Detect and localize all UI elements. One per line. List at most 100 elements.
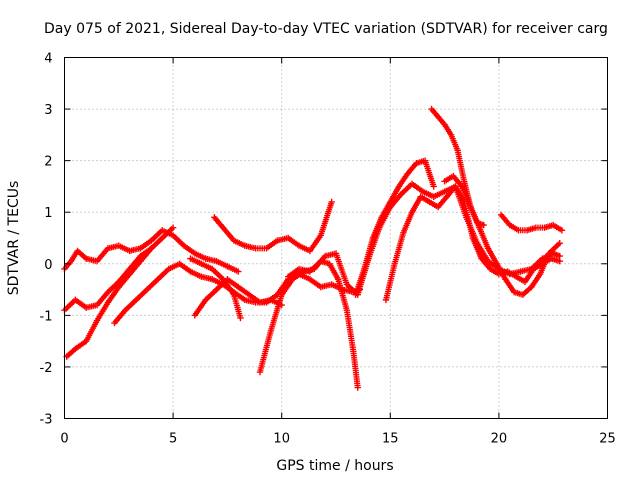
x-tick-label: 0: [60, 432, 68, 447]
series-trail: [63, 226, 175, 312]
y-tick-label: 2: [44, 155, 52, 170]
x-axis-label: GPS time / hours: [276, 458, 393, 474]
y-axis-label: SDTVAR / TECUs: [6, 181, 22, 296]
data-point: [452, 183, 459, 190]
data-point: [408, 209, 416, 216]
data-point: [317, 283, 324, 291]
data-point: [387, 198, 394, 206]
data-point: [267, 296, 275, 304]
data-point: [510, 288, 518, 296]
y-tick-label: 3: [44, 103, 52, 118]
data-point: [115, 242, 122, 249]
data-point: [369, 234, 377, 242]
data-point: [460, 178, 468, 185]
data-point: [484, 245, 492, 252]
data-point: [241, 296, 248, 304]
series-track-7: [187, 255, 244, 322]
data-point: [361, 265, 368, 273]
series-track-13: [441, 172, 563, 298]
data-point: [328, 281, 335, 288]
data-point: [515, 227, 522, 234]
data-point: [441, 121, 448, 128]
data-point: [126, 270, 133, 278]
data-point: [343, 307, 351, 314]
data-point: [400, 229, 407, 237]
data-point: [93, 301, 101, 309]
series-track-12: [428, 105, 487, 229]
data-point: [237, 314, 244, 322]
series-track-8: [256, 180, 437, 376]
series-trail: [257, 181, 435, 374]
data-point: [93, 317, 101, 324]
y-tick-label: 4: [44, 52, 52, 67]
data-point: [539, 255, 546, 262]
data-marks: [61, 105, 566, 391]
data-point: [350, 348, 357, 355]
data-point: [208, 265, 216, 273]
data-point: [536, 270, 544, 278]
data-point: [83, 337, 90, 345]
y-tick-label: 1: [44, 206, 52, 221]
data-point: [274, 237, 281, 244]
chart-title: Day 075 of 2021, Sidereal Day-to-day VTE…: [44, 21, 608, 37]
data-point: [278, 291, 285, 298]
data-point: [378, 214, 385, 221]
data-point: [556, 239, 563, 247]
data-point: [430, 183, 437, 190]
grid-lines: [64, 57, 608, 419]
data-point: [497, 211, 505, 218]
series-track-5: [211, 198, 335, 255]
data-point: [202, 255, 209, 262]
series-track-14: [497, 211, 566, 234]
data-point: [256, 299, 264, 306]
data-point: [484, 258, 492, 265]
data-point: [306, 247, 314, 255]
data-point: [478, 255, 485, 262]
data-point: [467, 203, 474, 211]
data-point: [334, 276, 342, 283]
data-point: [285, 273, 292, 280]
data-point: [556, 252, 563, 260]
data-point: [143, 286, 151, 293]
data-point: [93, 258, 101, 265]
data-point: [343, 281, 351, 288]
data-point: [434, 203, 442, 211]
data-point: [430, 193, 437, 200]
data-point: [397, 190, 405, 198]
data-point: [187, 255, 194, 262]
data-point: [104, 299, 112, 306]
data-point: [148, 237, 155, 244]
data-point: [541, 224, 548, 231]
data-point: [395, 183, 403, 190]
series-trail: [212, 200, 335, 254]
y-tick-label: -1: [40, 309, 53, 324]
data-point: [111, 319, 118, 327]
data-point: [235, 283, 242, 291]
data-point: [137, 245, 144, 252]
x-tick-label: 25: [599, 432, 616, 447]
data-point: [187, 268, 194, 275]
data-point: [550, 221, 557, 229]
data-point: [306, 276, 314, 283]
data-point: [473, 239, 481, 247]
data-point: [83, 304, 90, 311]
data-point: [219, 276, 227, 283]
data-point: [295, 242, 303, 249]
data-point: [517, 268, 524, 275]
series-trail: [353, 158, 437, 296]
data-point: [502, 276, 509, 283]
data-point: [441, 178, 448, 185]
data-point: [326, 260, 333, 267]
data-point: [450, 172, 457, 180]
data-point: [506, 270, 513, 278]
data-point: [317, 258, 324, 265]
data-point: [256, 368, 264, 376]
data-point: [328, 198, 335, 206]
data-point: [332, 250, 340, 257]
data-point: [202, 296, 209, 304]
data-point: [289, 276, 296, 283]
data-point: [137, 258, 144, 265]
series-track-10: [352, 157, 437, 298]
data-point: [295, 265, 303, 273]
data-point: [434, 113, 442, 121]
